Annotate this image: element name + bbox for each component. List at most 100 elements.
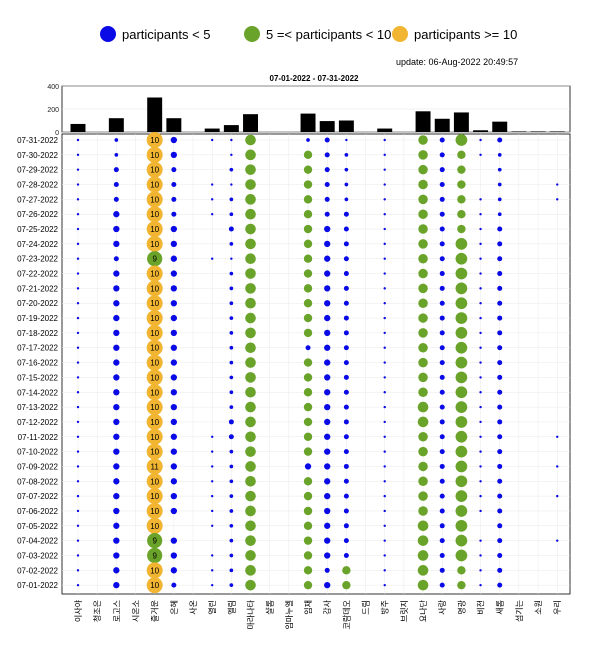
dot-마라나타 <box>245 283 256 294</box>
dot-엘림 <box>229 242 234 246</box>
bar-비전 <box>473 130 489 132</box>
dot-새롬 <box>497 226 503 232</box>
dot-열린 <box>210 183 214 186</box>
dot-즐거운 <box>146 473 163 490</box>
dot-은혜 <box>170 418 177 426</box>
date-label: 07-12-2022 <box>17 418 58 427</box>
dot-방주 <box>383 480 386 483</box>
dot-방주 <box>383 450 386 453</box>
dot-사랑 <box>439 196 445 202</box>
dot-마라나타 <box>245 386 256 398</box>
dot-감사 <box>324 433 331 440</box>
bar-감사 <box>319 121 335 132</box>
dot-은혜 <box>170 255 177 262</box>
dot-이사야 <box>76 569 80 572</box>
dot-사랑 <box>439 463 445 469</box>
dot-이사야 <box>76 346 80 349</box>
dot-열린 <box>210 450 214 453</box>
dot-엘림 <box>229 345 234 350</box>
category-label: 엘림 <box>226 600 236 615</box>
dot-임재 <box>303 432 313 441</box>
legend-label-small: participants < 5 <box>122 26 211 42</box>
dot-은혜 <box>170 240 177 248</box>
dot-비전 <box>479 153 482 157</box>
dot-이사야 <box>76 435 80 438</box>
dot-방주 <box>383 212 386 216</box>
dot-엘림 <box>229 360 234 365</box>
dot-마라나타 <box>245 268 256 279</box>
bar-요나단 <box>415 111 431 132</box>
dot-방주 <box>383 554 386 557</box>
dot-은혜 <box>170 507 177 515</box>
dot-엘림 <box>230 138 233 142</box>
dot-임재 <box>303 239 313 249</box>
dot-로고스 <box>113 522 120 529</box>
dot-엘림 <box>229 464 234 469</box>
dot-임재 <box>303 551 313 560</box>
dot-방주 <box>383 287 386 290</box>
dot-감사 <box>324 448 331 455</box>
dot-명광 <box>457 209 466 219</box>
dot-비전 <box>479 554 482 557</box>
dot-방주 <box>383 198 386 201</box>
dot-명광 <box>457 580 466 590</box>
dot-코람데오 <box>343 285 349 291</box>
legend-swatch-large <box>392 26 408 42</box>
dot-사랑 <box>439 271 445 277</box>
dot-요나단 <box>418 491 428 501</box>
dot-로고스 <box>113 433 120 440</box>
dot-요나단 <box>418 357 428 368</box>
dot-방주 <box>383 509 386 513</box>
dot-count-label: 10 <box>150 240 159 249</box>
category-label: 사온 <box>189 600 198 615</box>
dot-마라나타 <box>245 401 256 413</box>
dot-감사 <box>324 225 331 233</box>
dot-감사 <box>324 152 330 158</box>
dot-요나단 <box>418 328 428 338</box>
dot-은혜 <box>170 314 177 322</box>
dot-비전 <box>479 391 482 394</box>
dot-비전 <box>479 509 482 513</box>
dot-코람데오 <box>343 211 349 217</box>
dot-요나단 <box>418 387 428 398</box>
dot-임재 <box>306 138 310 142</box>
dot-방주 <box>383 302 386 305</box>
dot-새롬 <box>497 419 503 425</box>
legend-swatch-medium <box>244 26 260 42</box>
dot-임재 <box>303 536 313 545</box>
category-label: 샬롬 <box>265 600 275 615</box>
category-label: 사랑 <box>437 599 447 614</box>
dot-감사 <box>324 374 331 381</box>
dot-은혜 <box>170 478 177 485</box>
chart-title: 07-01-2022 - 07-31-2022 <box>270 74 360 83</box>
dot-열린 <box>210 138 214 142</box>
date-label: 07-29-2022 <box>17 166 58 175</box>
dot-은혜 <box>170 448 177 455</box>
dot-엘림 <box>228 226 234 232</box>
dot-새롬 <box>497 508 503 514</box>
dot-명광 <box>455 327 468 339</box>
bar-y-tick-label: 0 <box>55 130 59 137</box>
dot-count-label: 10 <box>150 373 159 382</box>
date-label: 07-30-2022 <box>17 151 58 160</box>
dot-감사 <box>324 418 331 426</box>
dot-방주 <box>383 405 386 409</box>
dot-마라나타 <box>245 179 256 190</box>
dot-로고스 <box>113 314 120 322</box>
dot-마라나타 <box>245 223 256 235</box>
dot-감사 <box>324 463 331 470</box>
dot-임재 <box>303 165 313 174</box>
dot-로고스 <box>113 374 120 381</box>
dot-임재 <box>303 358 313 367</box>
dot-요나단 <box>418 135 428 145</box>
dot-열린 <box>210 212 214 216</box>
dot-count-label: 10 <box>150 151 159 160</box>
dot-즐거운 <box>146 191 163 208</box>
dot-새롬 <box>497 182 502 187</box>
dot-명광 <box>457 180 466 189</box>
dot-감사 <box>324 552 331 559</box>
dot-즐거운 <box>146 502 163 519</box>
dot-count-label: 10 <box>150 210 159 219</box>
date-label: 07-07-2022 <box>17 492 58 501</box>
dot-마라나타 <box>245 312 256 324</box>
